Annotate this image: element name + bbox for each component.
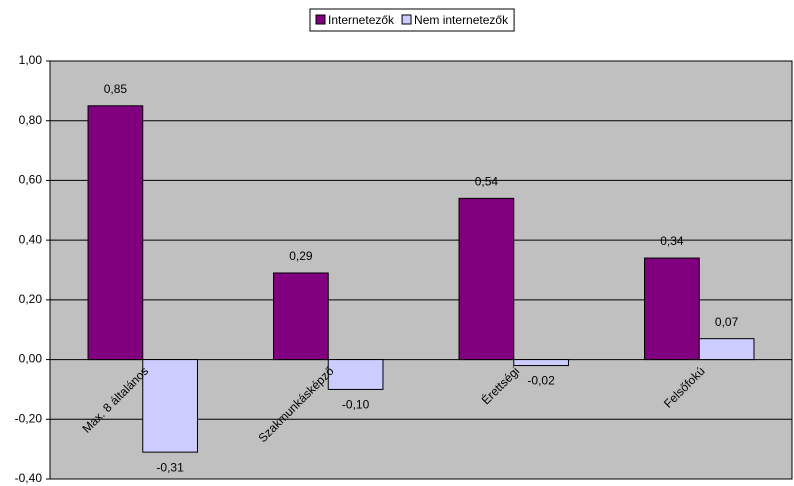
bar: [644, 257, 700, 361]
y-tick-label: -0,40: [15, 471, 43, 485]
legend-swatch: [315, 14, 326, 25]
y-tick-label: 1,00: [19, 53, 43, 67]
data-label: 0,07: [715, 315, 739, 329]
data-label: 0,85: [104, 82, 128, 96]
data-label: -0,31: [156, 460, 184, 474]
legend-swatch: [401, 14, 412, 25]
legend: Internetezők Nem internetezők: [309, 8, 515, 32]
data-label: 0,54: [475, 175, 499, 189]
plot-border: [49, 60, 793, 480]
y-tick-label: 0,00: [19, 352, 43, 366]
bar: [87, 105, 144, 361]
bar: [513, 359, 569, 367]
legend-box: [309, 8, 515, 32]
bar: [458, 197, 515, 361]
y-tick-label: -0,20: [15, 411, 43, 425]
legend-label: Internetezők: [328, 13, 395, 27]
bar: [698, 338, 755, 361]
data-label: -0,10: [342, 398, 370, 412]
y-tick-label: 0,80: [19, 113, 43, 127]
bar: [142, 359, 198, 453]
y-tick-label: 0,60: [19, 173, 43, 187]
legend-label: Nem internetezők: [414, 13, 509, 27]
data-label: 0,29: [289, 249, 313, 263]
bar: [327, 359, 384, 390]
data-label: -0,02: [527, 374, 555, 388]
data-label: 0,34: [660, 234, 684, 248]
y-tick-label: 0,20: [19, 292, 43, 306]
y-tick-label: 0,40: [19, 232, 43, 246]
bar: [273, 272, 329, 361]
